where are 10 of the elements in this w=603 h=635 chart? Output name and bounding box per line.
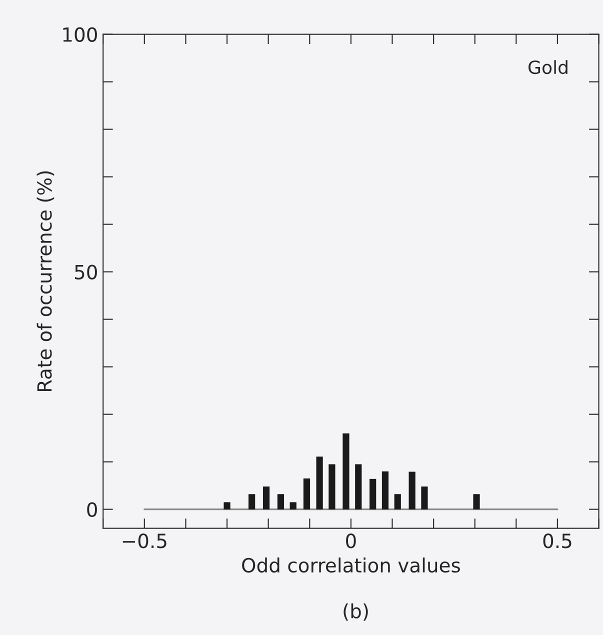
y-axis-title: Rate of occurrence (%) — [36, 171, 54, 392]
x-axis-title: Odd correlation values — [242, 558, 460, 573]
x-tick-label: 0.5 — [543, 534, 572, 548]
y-tick-label: 0 — [87, 502, 97, 517]
text: (b) — [344, 603, 368, 621]
y-tick-label: 100 — [63, 27, 97, 42]
x-tick-label: −0.5 — [122, 534, 166, 548]
annotation: Gold — [528, 60, 568, 74]
y-tick-label: 50 — [75, 264, 97, 280]
x-tick-label: 0 — [346, 534, 356, 548]
